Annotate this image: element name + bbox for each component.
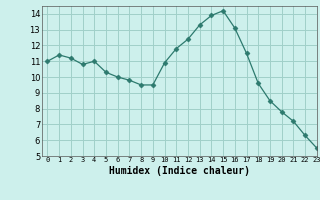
X-axis label: Humidex (Indice chaleur): Humidex (Indice chaleur) <box>109 166 250 176</box>
